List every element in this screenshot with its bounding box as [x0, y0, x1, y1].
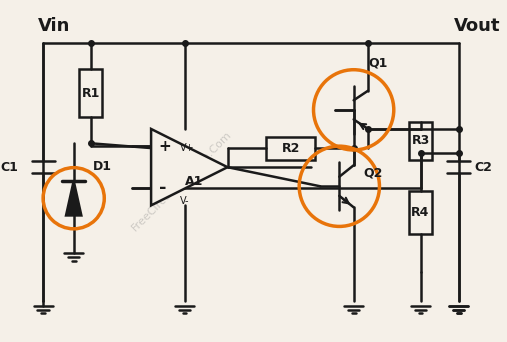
Text: Vout: Vout: [454, 17, 500, 35]
Text: Vin: Vin: [39, 17, 70, 35]
Text: V+: V+: [180, 143, 194, 153]
Text: A1: A1: [185, 175, 203, 188]
Text: +: +: [159, 139, 171, 154]
Text: Q1: Q1: [368, 57, 387, 70]
Text: R1: R1: [82, 87, 100, 100]
Text: -: -: [159, 179, 166, 197]
Text: V-: V-: [180, 196, 189, 206]
Text: C1: C1: [1, 161, 18, 174]
Text: R2: R2: [281, 142, 300, 155]
FancyBboxPatch shape: [266, 136, 315, 159]
Text: Q2: Q2: [363, 167, 383, 180]
Text: R4: R4: [411, 206, 430, 219]
Polygon shape: [151, 129, 228, 206]
FancyBboxPatch shape: [409, 122, 432, 160]
Text: D1: D1: [93, 160, 112, 173]
Text: R3: R3: [411, 134, 429, 147]
FancyBboxPatch shape: [409, 191, 432, 234]
FancyBboxPatch shape: [80, 69, 102, 117]
Text: FreeCircuitDiagram.Com: FreeCircuitDiagram.Com: [130, 130, 234, 233]
Polygon shape: [66, 181, 81, 215]
Text: C2: C2: [474, 161, 492, 174]
